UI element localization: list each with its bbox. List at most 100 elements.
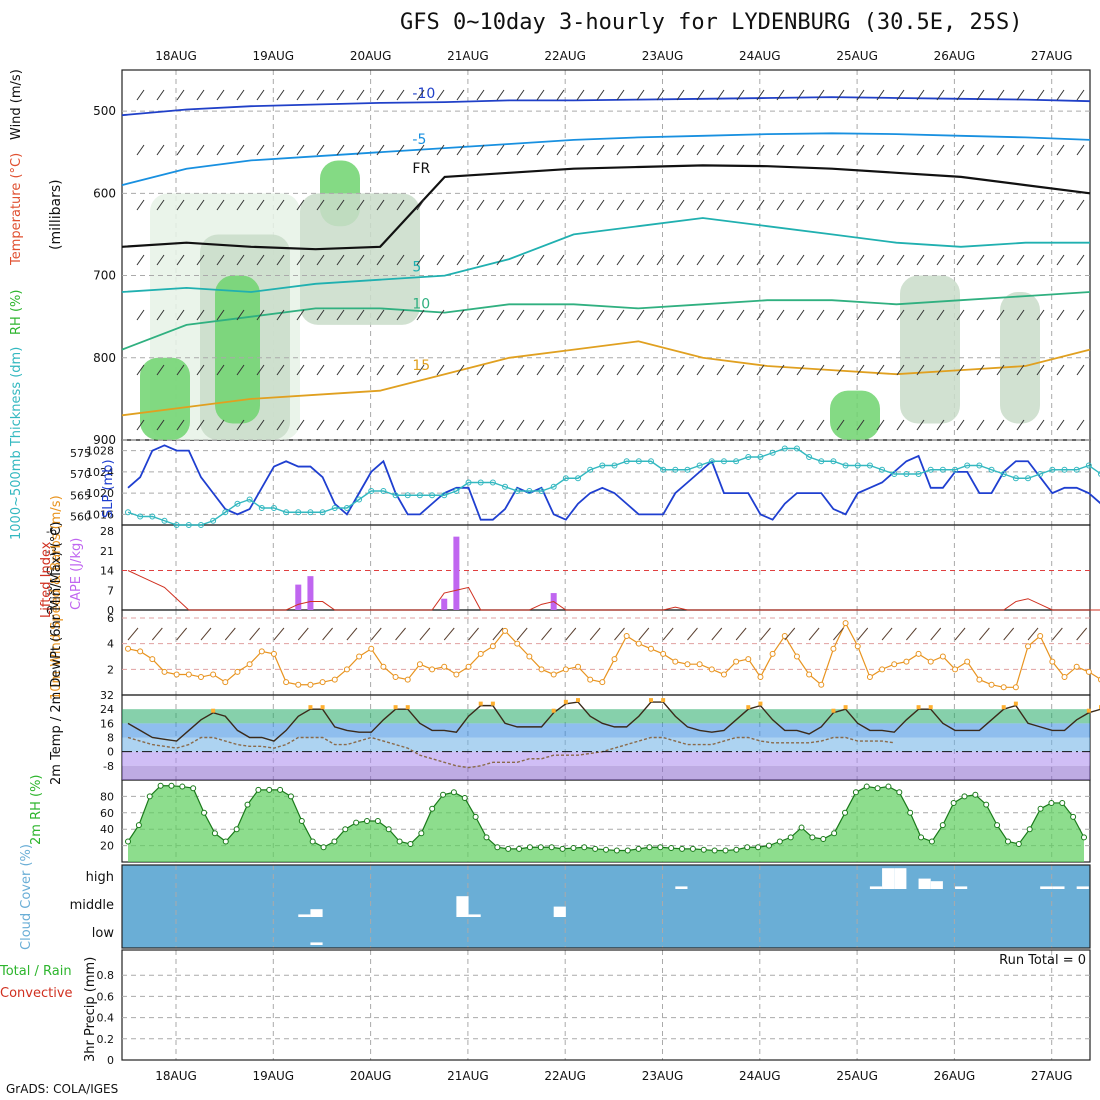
thickness-point xyxy=(587,466,594,473)
date-label-top: 24AUG xyxy=(739,49,781,63)
wind-barb xyxy=(896,309,905,321)
wind-barb xyxy=(256,89,265,101)
date-label-bottom: 20AUG xyxy=(350,1069,392,1083)
rh-shading xyxy=(140,357,190,440)
wind-barb xyxy=(616,199,625,211)
wind-speed-point xyxy=(611,656,618,663)
wind-barb xyxy=(716,309,725,321)
rh-point xyxy=(472,813,479,820)
wind-barb xyxy=(936,254,945,266)
wind-barb xyxy=(876,419,885,431)
wind-barb xyxy=(576,419,585,431)
slp-tick-label: 1020 xyxy=(86,487,114,500)
wind-speed-point xyxy=(222,679,229,686)
wind-barb xyxy=(356,89,365,101)
wind-speed-point xyxy=(635,640,642,647)
wind-barb xyxy=(936,419,945,431)
wind-speed-point xyxy=(149,656,156,663)
wind-barb xyxy=(395,627,406,641)
wind-barb xyxy=(236,199,245,211)
thickness-point xyxy=(307,509,314,516)
thickness-point xyxy=(647,458,654,465)
wind-barb xyxy=(416,144,425,156)
cloud-bar-high xyxy=(930,881,943,889)
thickness-point xyxy=(550,483,557,490)
rh-point xyxy=(733,846,740,853)
thickness-point xyxy=(696,462,703,469)
isoline-label: FR xyxy=(412,161,430,177)
wind-speed-point xyxy=(879,666,886,673)
wind-barb xyxy=(836,89,845,101)
wind-speed-point xyxy=(1025,643,1032,650)
rh-point xyxy=(852,789,859,796)
wind-barb xyxy=(516,89,525,101)
cloud-layer-label: high xyxy=(86,870,114,885)
wind-barb xyxy=(236,419,245,431)
wind-barb xyxy=(196,254,205,266)
rh-shading xyxy=(900,275,960,424)
thickness-point xyxy=(538,488,545,494)
wind-barb xyxy=(416,89,425,101)
wind-barb xyxy=(836,254,845,266)
wind-speed-point xyxy=(258,648,265,655)
thickness-point xyxy=(392,492,399,499)
wind-barb xyxy=(256,309,265,321)
wind-barb xyxy=(996,89,1005,101)
wind-barb xyxy=(176,627,188,641)
rh-point xyxy=(342,826,349,833)
wind-barb xyxy=(336,419,345,431)
rh-point xyxy=(233,826,240,833)
thickness-point xyxy=(1037,471,1044,477)
thickness-point xyxy=(757,454,764,460)
wind-barb xyxy=(956,364,965,376)
wind-speed-point xyxy=(1085,668,1092,675)
wind-speed-point xyxy=(283,679,290,686)
wind-barb xyxy=(376,254,385,266)
date-label-top: 26AUG xyxy=(934,49,976,63)
cape-tick-label: 7 xyxy=(107,584,114,597)
rh-point xyxy=(385,826,392,833)
wind-barb xyxy=(856,254,865,266)
wind-barb xyxy=(196,89,205,101)
wind-speed-point xyxy=(1061,674,1068,681)
wind-barb xyxy=(956,144,965,156)
temp-band xyxy=(122,751,1090,766)
date-label-bottom: 24AUG xyxy=(739,1069,781,1083)
wind-barb xyxy=(1016,89,1025,101)
thickness-point xyxy=(222,509,229,516)
wind-barb xyxy=(336,144,345,156)
thickness-point xyxy=(246,496,253,503)
wind-barb xyxy=(896,199,905,211)
wind-speed-point xyxy=(173,671,180,678)
wind-barb xyxy=(736,364,745,376)
wind-barb xyxy=(756,309,765,321)
wind-barb xyxy=(676,254,685,266)
cloud-bar-middle xyxy=(310,909,323,917)
wind-barb xyxy=(1016,144,1025,156)
wind-barb xyxy=(776,364,785,376)
wind-speed-point xyxy=(234,668,241,675)
rh-point xyxy=(298,818,305,824)
wind-barb xyxy=(1076,364,1085,376)
upper-legend-label: Temperature (°C) xyxy=(9,153,24,266)
wind-speed-point xyxy=(465,663,472,670)
thickness-point xyxy=(879,466,886,473)
wind-speed-point xyxy=(903,658,910,665)
rh-tick-label: 80 xyxy=(100,790,114,803)
wind-speed-point xyxy=(720,671,727,678)
cloud-bar-middle xyxy=(456,896,469,917)
wind-barb xyxy=(776,254,785,266)
wind-barb xyxy=(356,144,365,156)
cape-tick-label: 0 xyxy=(107,604,114,617)
wind-barb xyxy=(736,144,745,156)
wind-barb xyxy=(596,144,605,156)
thickness-point xyxy=(173,522,180,528)
wind-barb xyxy=(978,627,990,641)
rh-point xyxy=(972,791,979,798)
wind-barb xyxy=(136,419,145,431)
wind-barb xyxy=(396,144,405,156)
rh-point xyxy=(450,789,457,796)
thickness-point xyxy=(331,505,338,511)
wind-barb xyxy=(996,144,1005,156)
wind-barb xyxy=(236,364,245,376)
